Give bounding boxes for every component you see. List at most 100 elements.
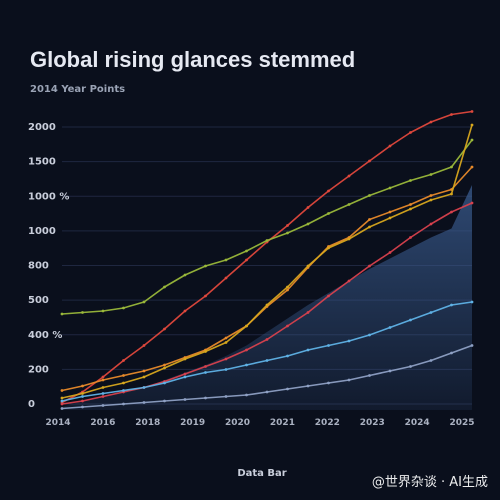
x-tick-label: 2014: [45, 418, 70, 428]
data-point: [163, 327, 166, 331]
data-point: [327, 294, 330, 298]
data-point: [450, 113, 453, 116]
x-tick-label: 2016: [90, 418, 115, 428]
data-point: [286, 231, 289, 235]
data-point: [60, 389, 64, 392]
data-point: [429, 222, 433, 226]
data-point: [470, 344, 474, 347]
data-point: [286, 387, 289, 391]
data-point: [163, 366, 166, 370]
data-point: [327, 212, 330, 215]
data-point: [368, 374, 371, 377]
data-point: [142, 401, 146, 404]
data-point: [306, 206, 310, 209]
data-point: [450, 351, 453, 355]
data-point: [409, 207, 412, 211]
data-point: [183, 375, 187, 379]
data-point: [81, 392, 84, 395]
data-point: [245, 258, 248, 262]
data-point: [429, 173, 433, 176]
series-lines: [60, 110, 474, 410]
y-tick-label: 2000: [28, 122, 56, 133]
data-point: [347, 378, 351, 382]
data-point: [101, 378, 105, 382]
x-tick-label: 2021: [270, 418, 295, 428]
data-point: [101, 395, 105, 398]
data-point: [306, 348, 310, 352]
data-point: [245, 249, 248, 253]
data-point: [286, 324, 289, 328]
y-tick-label: 0: [28, 399, 35, 410]
data-point: [183, 357, 187, 361]
data-point: [450, 165, 453, 169]
data-point: [224, 368, 228, 371]
data-point: [429, 120, 433, 124]
data-point: [142, 300, 146, 304]
data-point: [388, 251, 392, 254]
data-point: [347, 174, 351, 178]
data-point: [101, 309, 105, 313]
data-point: [101, 375, 105, 379]
data-point: [429, 194, 433, 197]
data-point: [122, 381, 125, 385]
x-tick-label: 2022: [315, 418, 340, 428]
data-point: [183, 309, 187, 313]
data-point: [245, 348, 248, 352]
data-point: [347, 279, 351, 283]
data-point: [224, 336, 228, 340]
data-point: [347, 339, 351, 343]
data-point: [183, 273, 187, 277]
data-point: [409, 179, 412, 182]
data-point: [204, 365, 207, 368]
data-point: [245, 324, 248, 328]
y-tick-label: 200: [28, 364, 49, 375]
data-point: [470, 123, 474, 127]
x-axis-label: Data Bar: [237, 468, 286, 479]
y-tick-label: 400 %: [28, 330, 62, 341]
area-path: [62, 185, 472, 410]
x-tick-label: 2019: [180, 418, 205, 428]
data-point: [286, 354, 289, 358]
data-point: [122, 402, 125, 406]
data-point: [122, 306, 125, 310]
data-point: [347, 237, 351, 241]
data-point: [204, 396, 207, 400]
data-point: [204, 294, 207, 298]
data-point: [306, 311, 310, 314]
data-point: [265, 303, 269, 307]
data-point: [122, 389, 125, 392]
x-tick-label: 2023: [360, 418, 385, 428]
data-point: [388, 216, 392, 220]
data-point: [368, 159, 371, 163]
data-point: [429, 359, 433, 362]
data-point: [388, 326, 392, 329]
data-point: [101, 404, 105, 407]
data-point: [60, 402, 64, 406]
data-point: [409, 318, 412, 322]
x-tick-label: 2025: [449, 418, 474, 428]
data-point: [470, 165, 474, 169]
watermark: @世界杂谈 · AI生成: [371, 475, 488, 490]
data-point: [306, 222, 310, 226]
data-point: [409, 131, 412, 134]
y-tick-label: 800: [28, 261, 49, 272]
data-point: [327, 246, 330, 250]
data-point: [81, 399, 84, 403]
data-point: [470, 300, 474, 304]
data-point: [142, 344, 146, 347]
data-point: [224, 395, 228, 398]
data-point: [327, 189, 330, 193]
data-point: [122, 374, 125, 377]
data-point: [286, 285, 289, 289]
y-tick-label: 1500: [28, 157, 56, 168]
data-point: [368, 264, 371, 268]
data-point: [265, 390, 269, 394]
data-point: [101, 386, 105, 389]
data-point: [429, 311, 433, 314]
data-point: [81, 405, 84, 409]
data-point: [265, 239, 269, 242]
data-point: [60, 312, 64, 316]
chart-title: Global rising glances stemmed: [30, 47, 355, 72]
data-point: [368, 333, 371, 337]
data-point: [409, 203, 412, 206]
